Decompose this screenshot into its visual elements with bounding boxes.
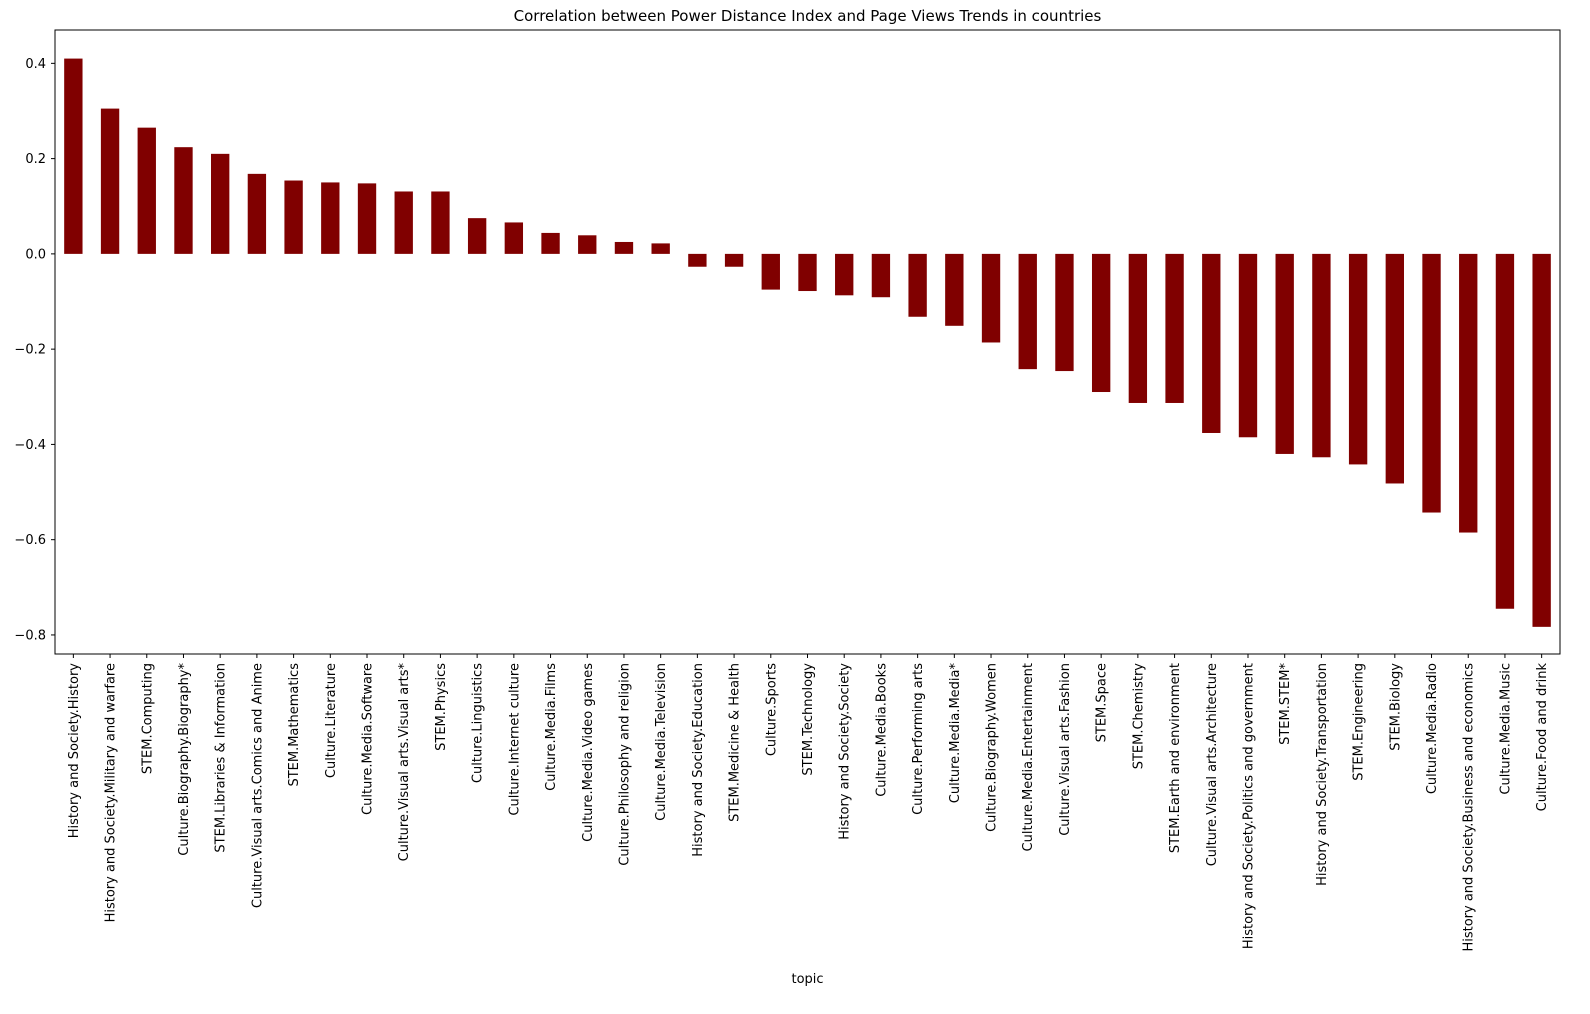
bar <box>688 253 707 267</box>
x-tick-label: Culture.Literature <box>324 663 339 778</box>
bar <box>100 108 120 254</box>
bar <box>284 180 303 254</box>
bar <box>1018 253 1037 370</box>
x-tick-label: Culture.Food and drink <box>1535 663 1550 812</box>
bar <box>835 253 854 296</box>
x-tick-label: History and Society.Society <box>838 663 853 840</box>
bar <box>578 235 597 254</box>
x-tick-label: STEM.Mathematics <box>287 663 302 787</box>
x-tick-label: Culture.Media.Software <box>361 663 376 815</box>
bar <box>761 253 780 290</box>
bar <box>1312 253 1331 458</box>
x-tick-label: STEM.Technology <box>801 663 816 776</box>
x-tick-label: STEM.Biology <box>1388 663 1403 751</box>
bar <box>1165 253 1184 403</box>
x-tick-label: Culture.Media.Books <box>874 663 889 797</box>
bar <box>247 173 267 254</box>
bar <box>64 58 83 254</box>
bar <box>981 253 1001 343</box>
bar <box>798 253 817 292</box>
y-tick-label: −0.2 <box>14 343 46 358</box>
x-tick-label: STEM.STEM* <box>1278 663 1293 745</box>
x-axis: History and Society.History History and S… <box>67 654 1550 952</box>
bar <box>1055 253 1074 372</box>
bar <box>1128 253 1148 403</box>
bar <box>724 253 744 267</box>
bar <box>614 241 634 254</box>
bar <box>137 127 156 254</box>
x-tick-label: Culture.Media.Music <box>1498 663 1513 795</box>
bar <box>1459 253 1478 533</box>
y-tick-label: 0.0 <box>25 247 46 262</box>
bar <box>504 222 524 254</box>
bar <box>357 183 377 254</box>
x-tick-label: History and Society.Politics and governm… <box>1241 663 1256 949</box>
x-tick-label: STEM.Physics <box>434 663 449 751</box>
x-tick-label: Culture.Media.Radio <box>1425 663 1440 794</box>
bar <box>211 153 230 254</box>
x-tick-label: STEM.Computing <box>140 663 155 774</box>
plot-frame <box>54 29 1561 655</box>
x-tick-label: Culture.Media.Video games <box>581 663 596 842</box>
bar <box>467 218 487 254</box>
bar <box>1422 253 1441 513</box>
x-tick-label: STEM.Engineering <box>1352 663 1367 781</box>
bar <box>651 243 670 254</box>
y-tick-label: 0.4 <box>25 57 46 72</box>
bar <box>945 253 964 326</box>
y-tick-label: −0.4 <box>14 438 46 453</box>
x-tick-label: Culture.Media.Films <box>544 663 559 791</box>
bar <box>908 253 927 317</box>
x-tick-label: Culture.Visual arts.Fashion <box>1058 663 1073 836</box>
x-tick-label: STEM.Space <box>1095 663 1110 742</box>
x-tick-label: History and Society.Transportation <box>1315 663 1330 886</box>
x-tick-label: Culture.Media.Media* <box>948 663 963 804</box>
x-tick-label: Culture.Media.Entertainment <box>1021 663 1036 851</box>
bar <box>1495 253 1515 609</box>
x-tick-label: Culture.Visual arts.Architecture <box>1205 663 1220 866</box>
x-tick-label: Culture.Media.Television <box>654 663 669 821</box>
y-tick-label: −0.6 <box>14 533 46 548</box>
bar <box>1202 253 1221 433</box>
x-tick-label: Culture.Internet culture <box>507 663 522 816</box>
x-tick-label: History and Society.History <box>67 663 82 839</box>
y-axis: 0.4 0.2 0.0 −0.2 −0.4 −0.6 −0.8 <box>14 57 55 643</box>
bar <box>1091 253 1111 393</box>
bar <box>431 191 450 254</box>
bar <box>1238 253 1258 438</box>
x-tick-label: History and Society.Business and economi… <box>1462 663 1477 952</box>
x-tick-label: Culture.Sports <box>764 663 779 756</box>
y-tick-label: −0.8 <box>14 628 46 643</box>
x-tick-label: Culture.Biography.Biography* <box>177 663 192 856</box>
bar <box>174 147 193 254</box>
x-tick-label: Culture.Biography.Women <box>985 663 1000 832</box>
x-tick-label: History and Society.Education <box>691 663 706 857</box>
x-tick-label: Culture.Visual arts.Comics and Anime <box>250 663 265 908</box>
bar <box>1385 253 1404 484</box>
chart-title: Correlation between Power Distance Index… <box>514 7 1102 25</box>
x-tick-label: STEM.Chemistry <box>1131 663 1146 770</box>
x-tick-label: STEM.Medicine & Health <box>728 663 743 822</box>
bar <box>871 253 891 298</box>
x-tick-label: STEM.Libraries & Information <box>214 663 229 853</box>
x-tick-label: Culture.Linguistics <box>471 663 486 783</box>
x-tick-label: History and Society.Military and warfare <box>104 663 119 922</box>
x-tick-label: Culture.Visual arts.Visual arts* <box>397 663 412 862</box>
x-axis-label: topic <box>791 972 823 987</box>
x-tick-label: STEM.Earth and environment <box>1168 663 1183 853</box>
bar <box>1275 253 1294 454</box>
x-tick-label: Culture.Philosophy and religion <box>617 663 632 866</box>
y-tick-label: 0.2 <box>25 152 46 167</box>
bar <box>1348 253 1368 465</box>
bar <box>394 191 413 254</box>
bars-group <box>64 58 1551 627</box>
bar <box>321 182 340 254</box>
bar <box>1532 253 1551 627</box>
bar <box>541 232 560 254</box>
x-tick-label: Culture.Performing arts <box>911 663 926 815</box>
